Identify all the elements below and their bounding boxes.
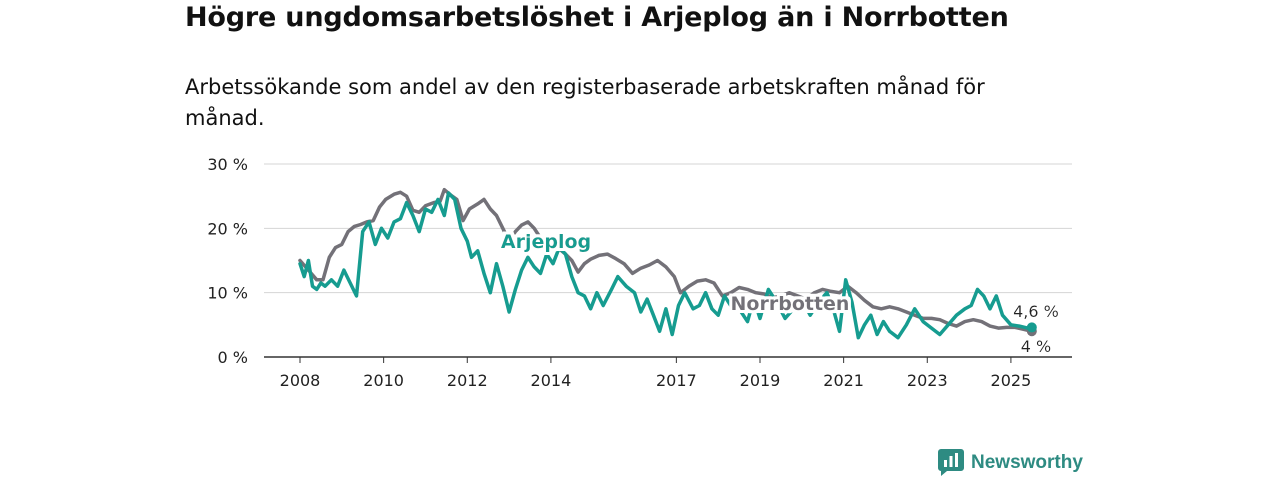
series-name-label: Arjeplog xyxy=(501,231,591,253)
x-tick-label: 2019 xyxy=(740,371,781,390)
series-end-point xyxy=(1026,322,1037,333)
series-end-label: 4,6 % xyxy=(1013,302,1059,321)
brand-name: Newsworthy xyxy=(971,451,1083,473)
newsworthy-logo-icon xyxy=(938,449,964,476)
grid-lines xyxy=(264,163,1072,358)
y-axis: 0 % 10 % 20 % 30 % xyxy=(207,155,248,367)
x-tick-label: 2014 xyxy=(531,371,572,390)
x-tick-label: 2012 xyxy=(447,371,488,390)
series-lines xyxy=(298,187,1037,340)
x-axis: 2008 2010 2012 2014 2017 2019 2021 2023 2025 xyxy=(280,357,1032,390)
y-tick-label: 20 % xyxy=(207,219,248,238)
series-line-arjeplog xyxy=(298,191,1034,340)
newsworthy-brand: Newsworthy xyxy=(938,449,1083,476)
y-tick-label: 10 % xyxy=(207,284,248,303)
series-labels: Norrbotten 4 % Arjeplog 4,6 % xyxy=(501,231,1059,356)
x-tick-label: 2025 xyxy=(991,371,1032,390)
chart-title: Högre ungdomsarbetslöshet i Arjeplog än … xyxy=(185,2,1009,33)
y-tick-label: 30 % xyxy=(207,155,248,174)
chart-subtitle: Arbetssökande som andel av den registerb… xyxy=(185,75,985,130)
x-tick-label: 2021 xyxy=(823,371,864,390)
x-tick-label: 2010 xyxy=(363,371,404,390)
y-tick-label: 0 % xyxy=(218,348,248,367)
series-name-label: Norrbotten xyxy=(731,293,850,315)
series-end-label: 4 % xyxy=(1021,337,1051,356)
x-tick-label: 2008 xyxy=(280,371,321,390)
series-line-norrbotten xyxy=(298,187,1034,334)
x-tick-label: 2023 xyxy=(907,371,948,390)
x-tick-label: 2017 xyxy=(656,371,697,390)
